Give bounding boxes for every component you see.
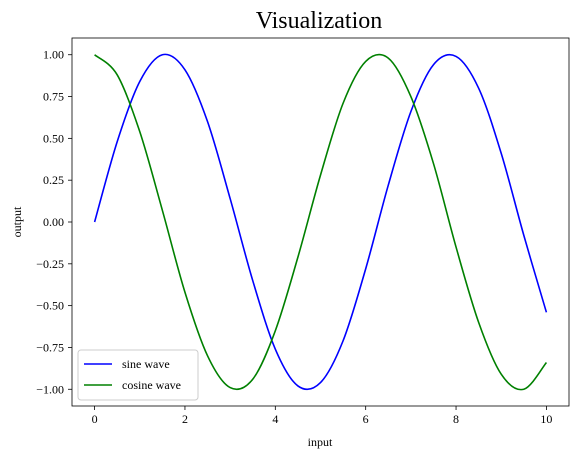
x-tick-label: 0 <box>92 412 98 426</box>
axis-ticks: 0 2 4 6 8 10 1.00 0.75 0.50 0.25 0.00 −0.25 −0.50 −0.… <box>36 48 552 426</box>
y-tick-label: 0.00 <box>43 215 64 229</box>
legend-label-1: sine wave <box>122 357 170 371</box>
legend-box <box>77 349 199 401</box>
legend: sine wave cosine wave <box>77 349 199 401</box>
series-line-2 <box>94 53 548 391</box>
x-tick-label: 2 <box>182 412 188 426</box>
y-axis-label: output <box>10 206 24 237</box>
plot-area <box>93 53 548 391</box>
x-tick-label: 6 <box>363 412 369 426</box>
y-tick-label: −0.25 <box>36 257 64 271</box>
y-tick-label: 1.00 <box>43 48 64 62</box>
y-tick-label: 0.25 <box>43 173 64 187</box>
chart-title: Visualization <box>256 8 383 34</box>
x-tick-label: 8 <box>453 412 459 426</box>
y-tick-label: 0.75 <box>43 90 64 104</box>
legend-label-2: cosine wave <box>122 378 181 392</box>
x-tick-label: 10 <box>540 412 552 426</box>
y-tick-label: 0.50 <box>43 131 64 145</box>
x-tick-label: 4 <box>272 412 278 426</box>
series-line-1 <box>93 53 548 391</box>
x-axis-label: input <box>308 435 333 449</box>
y-tick-label: −0.50 <box>36 299 64 313</box>
y-tick-label: −1.00 <box>36 382 64 396</box>
y-tick-label: −0.75 <box>36 340 64 354</box>
